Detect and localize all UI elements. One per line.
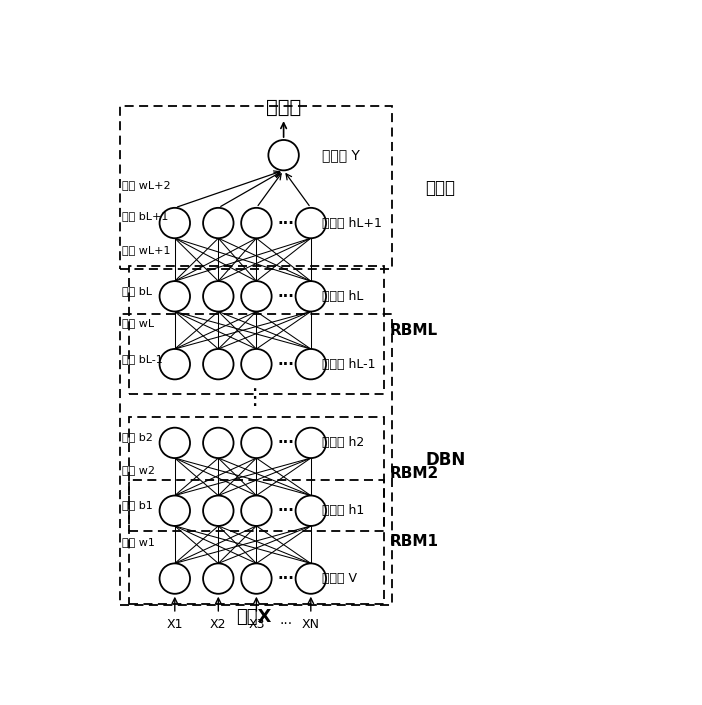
Circle shape xyxy=(159,208,190,238)
Text: 权重 wL: 权重 wL xyxy=(122,319,154,329)
Circle shape xyxy=(203,563,234,594)
Circle shape xyxy=(296,349,326,379)
Text: 回归层: 回归层 xyxy=(425,179,455,197)
Circle shape xyxy=(159,563,190,594)
Text: XN: XN xyxy=(302,618,320,631)
Text: 权重 wL+1: 权重 wL+1 xyxy=(122,245,171,255)
Bar xyxy=(128,417,384,531)
Text: ⋮: ⋮ xyxy=(243,388,265,407)
Text: RBM2: RBM2 xyxy=(390,466,439,482)
Circle shape xyxy=(241,428,272,458)
Text: 输入层 V: 输入层 V xyxy=(322,572,357,585)
Text: X2: X2 xyxy=(210,618,227,631)
Circle shape xyxy=(296,281,326,312)
Circle shape xyxy=(159,281,190,312)
Bar xyxy=(128,480,384,603)
Circle shape xyxy=(241,281,272,312)
Circle shape xyxy=(296,428,326,458)
Circle shape xyxy=(241,208,272,238)
Text: 偏置 bL-1: 偏置 bL-1 xyxy=(122,354,163,364)
Text: X1: X1 xyxy=(166,618,183,631)
Text: X3: X3 xyxy=(248,618,265,631)
Text: ···: ··· xyxy=(278,571,295,586)
Circle shape xyxy=(268,140,299,171)
Text: ···: ··· xyxy=(278,289,295,304)
Circle shape xyxy=(203,349,234,379)
Text: ···: ··· xyxy=(278,436,295,450)
Circle shape xyxy=(203,428,234,458)
Text: DBN: DBN xyxy=(425,451,465,470)
Text: RBML: RBML xyxy=(390,323,438,338)
Circle shape xyxy=(241,496,272,526)
Text: ···: ··· xyxy=(278,503,295,518)
Text: 输出层 Y: 输出层 Y xyxy=(322,148,359,162)
Text: 偏置 bL+1: 偏置 bL+1 xyxy=(122,211,168,221)
Text: 权重 wL+2: 权重 wL+2 xyxy=(122,180,171,190)
Bar xyxy=(121,314,392,605)
Text: 偏置 b2: 偏置 b2 xyxy=(122,432,153,443)
Circle shape xyxy=(296,208,326,238)
Text: 输入X: 输入X xyxy=(236,608,272,626)
Text: 隐含层 hL+1: 隐含层 hL+1 xyxy=(322,216,382,230)
Circle shape xyxy=(203,208,234,238)
Text: ···: ··· xyxy=(278,216,295,231)
Text: 权重 w2: 权重 w2 xyxy=(122,465,155,475)
Text: ···: ··· xyxy=(280,617,293,631)
Circle shape xyxy=(241,563,272,594)
Text: 隐含层 hL: 隐含层 hL xyxy=(322,290,363,303)
Text: 权重 w1: 权重 w1 xyxy=(122,537,155,546)
Circle shape xyxy=(203,281,234,312)
Bar xyxy=(121,106,392,269)
Text: 偏置 bL: 偏置 bL xyxy=(122,286,152,296)
Circle shape xyxy=(296,563,326,594)
Circle shape xyxy=(203,496,234,526)
Text: 温度值: 温度值 xyxy=(266,98,301,117)
Text: ···: ··· xyxy=(278,357,295,372)
Text: 偏置 b1: 偏置 b1 xyxy=(122,501,153,510)
Circle shape xyxy=(296,496,326,526)
Text: 隐含层 hL-1: 隐含层 hL-1 xyxy=(322,357,375,371)
Text: 隐含层 h2: 隐含层 h2 xyxy=(322,436,364,449)
Text: 隐含层 h1: 隐含层 h1 xyxy=(322,504,364,517)
Text: RBM1: RBM1 xyxy=(390,534,439,549)
Circle shape xyxy=(241,349,272,379)
Bar xyxy=(128,266,384,394)
Circle shape xyxy=(159,428,190,458)
Circle shape xyxy=(159,496,190,526)
Circle shape xyxy=(159,349,190,379)
